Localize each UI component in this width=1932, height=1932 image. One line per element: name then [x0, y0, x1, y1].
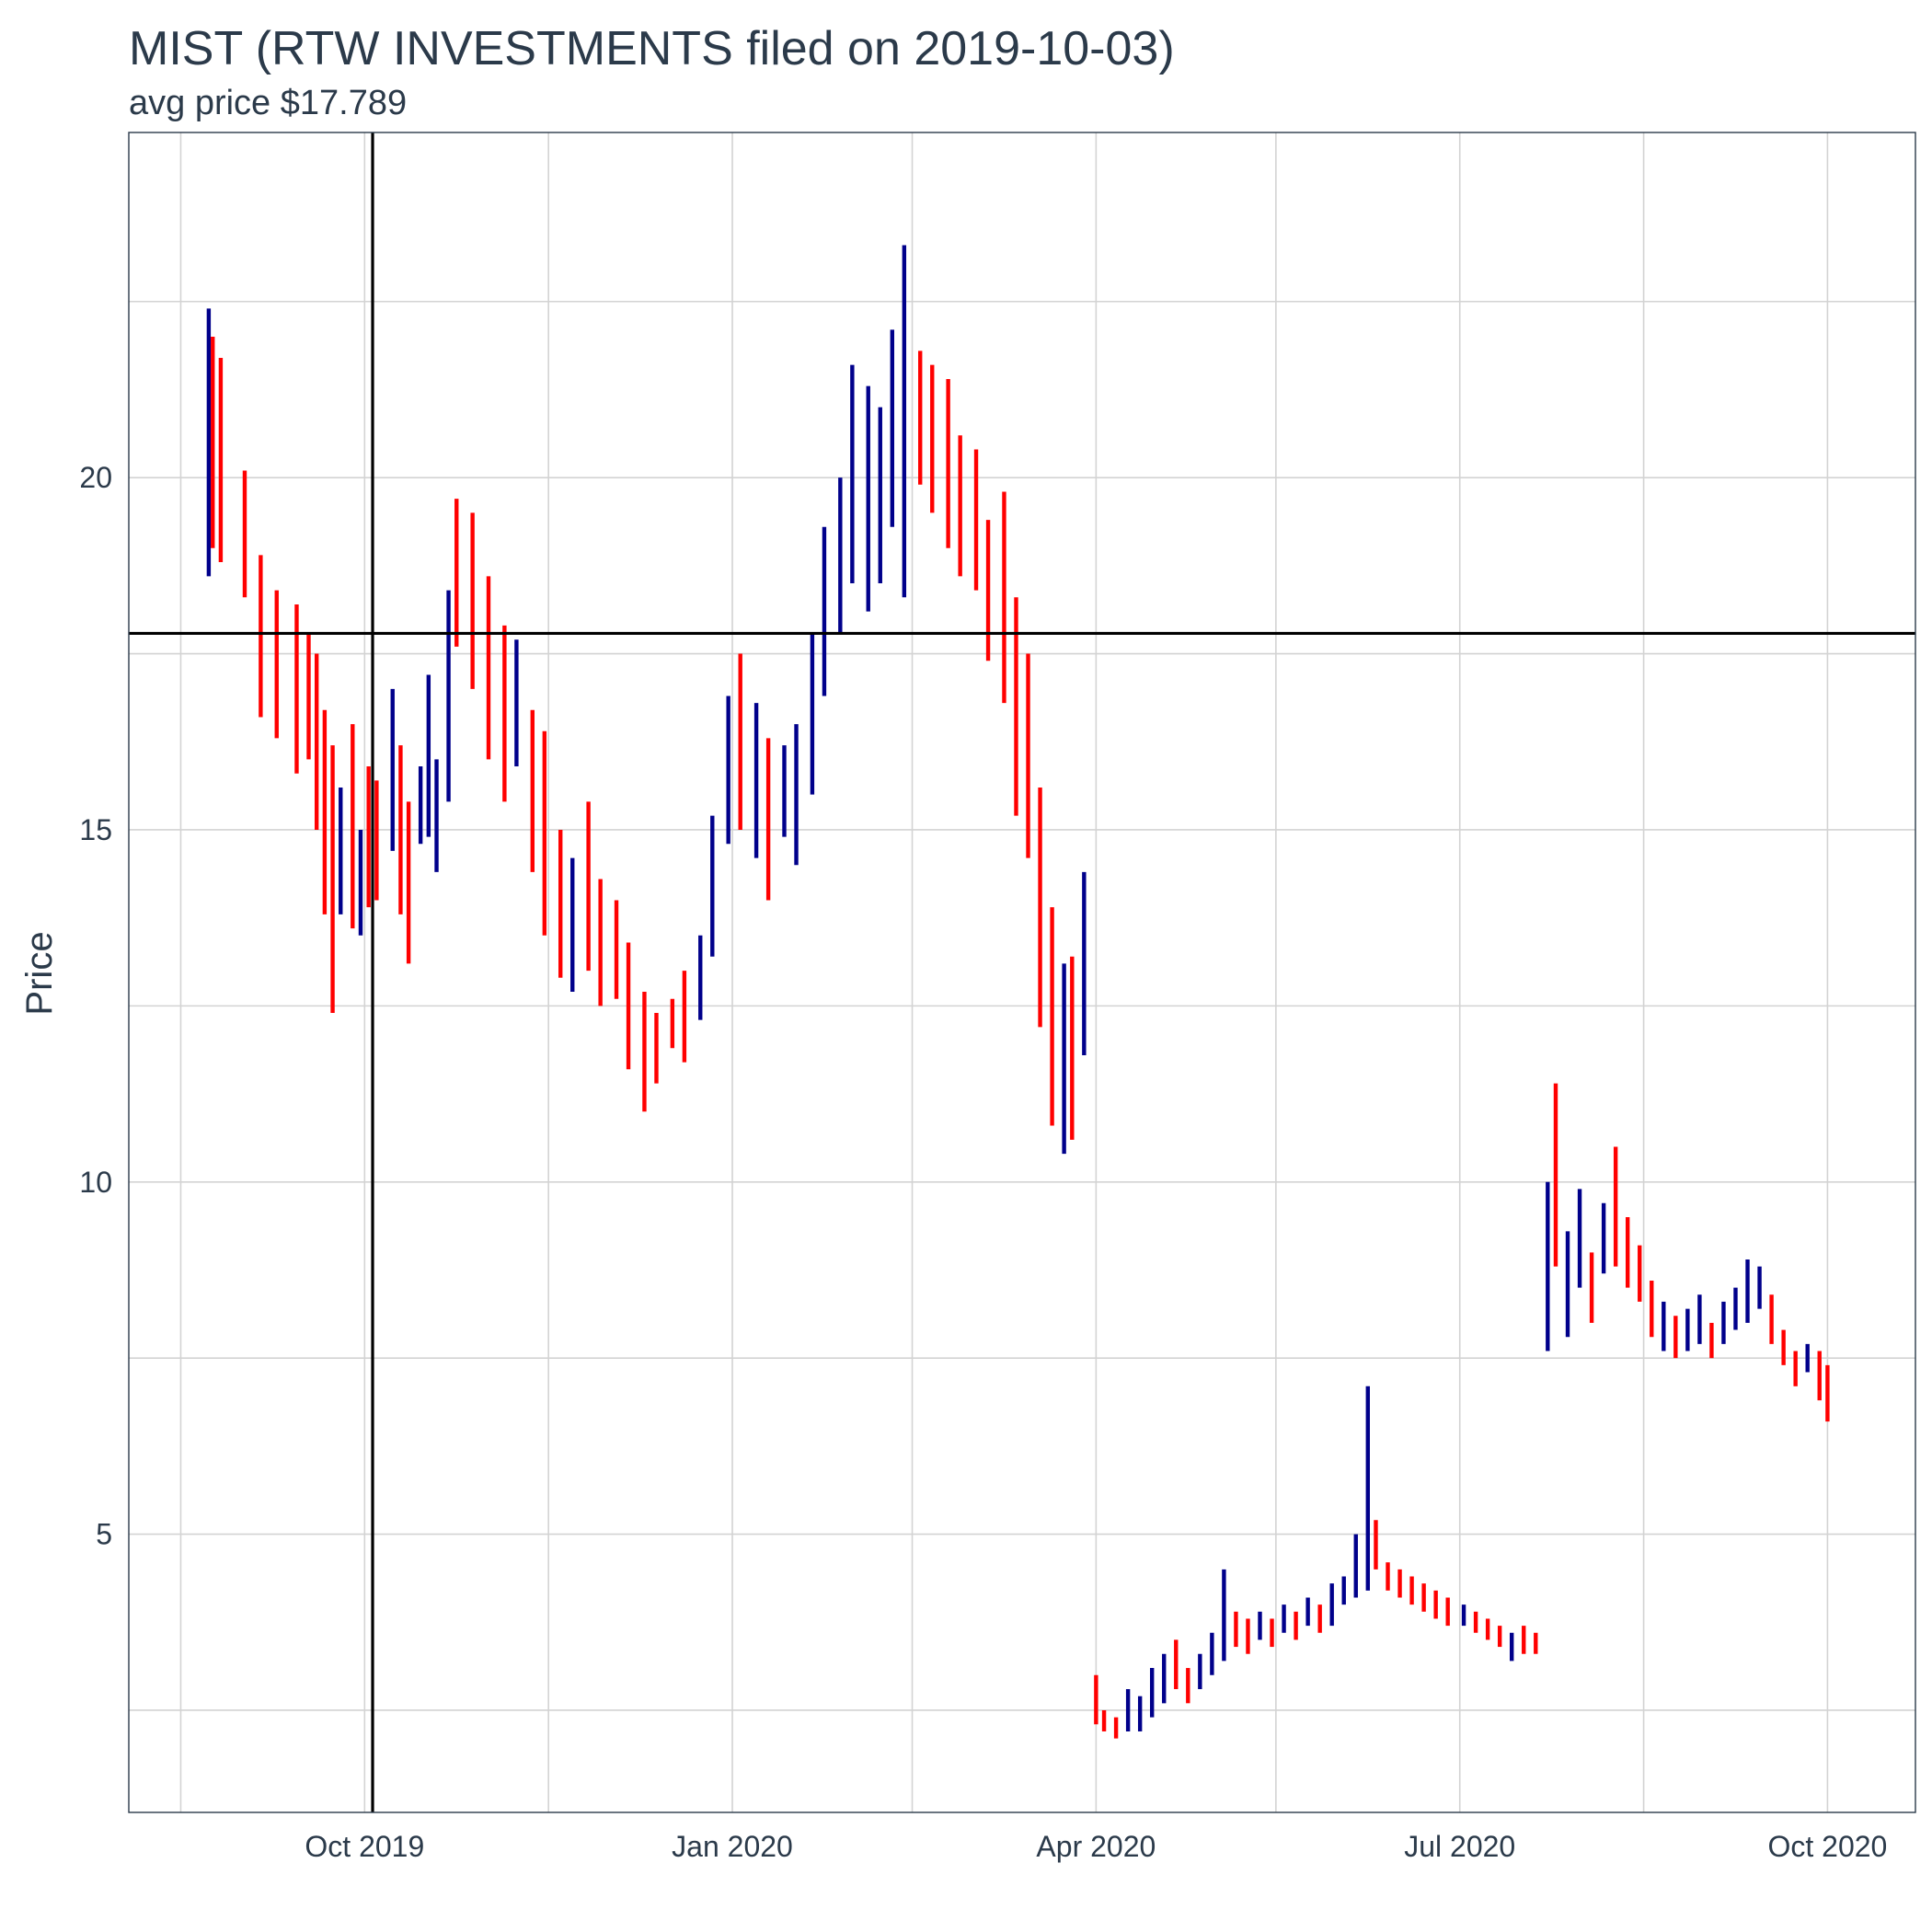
price-bars — [206, 245, 1830, 1739]
y-axis-ticks: 5 10 15 20 — [79, 461, 112, 1550]
x-tick-label: Oct 2019 — [305, 1830, 424, 1863]
x-tick-label: Jan 2020 — [672, 1830, 793, 1863]
y-tick-label: 5 — [96, 1518, 112, 1551]
y-tick-label: 10 — [79, 1166, 112, 1199]
plot-panel-border — [128, 132, 1916, 1813]
chart-title: MIST (RTW INVESTMENTS filed on 2019-10-0… — [129, 22, 1175, 75]
reference-lines — [129, 132, 1915, 1812]
x-axis-ticks: Oct 2019 Jan 2020 Apr 2020 Jul 2020 Oct 2020 — [305, 1830, 1887, 1863]
y-axis-label: Price — [19, 931, 60, 1015]
y-tick-label: 20 — [79, 461, 112, 494]
chart-subtitle: avg price $17.789 — [129, 84, 407, 122]
x-tick-label: Apr 2020 — [1036, 1830, 1156, 1863]
x-tick-label: Jul 2020 — [1404, 1830, 1515, 1863]
y-tick-label: 15 — [79, 813, 112, 846]
x-tick-label: Oct 2020 — [1767, 1830, 1887, 1863]
minor-gridlines — [129, 132, 1915, 1812]
major-gridlines — [129, 132, 1915, 1812]
